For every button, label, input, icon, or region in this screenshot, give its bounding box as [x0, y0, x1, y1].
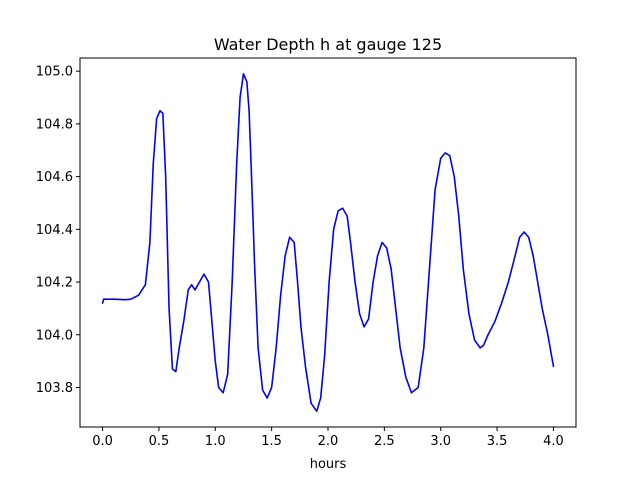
x-tick-label: 2.5 [374, 434, 395, 449]
x-tick-label: 1.5 [261, 434, 282, 449]
y-tick-label: 104.6 [36, 170, 73, 185]
x-axis-label: hours [310, 457, 347, 472]
x-tick-label: 1.0 [205, 434, 226, 449]
series-line-1 [101, 73, 555, 412]
y-tick-label: 104.8 [36, 117, 73, 132]
y-tick-label: 104.0 [36, 328, 73, 343]
y-tick-label: 104.4 [36, 223, 73, 238]
x-tick-label: 3.0 [430, 434, 451, 449]
x-tick-label: 4.0 [543, 434, 564, 449]
plot-area: 0.0 0.5 1.0 1.5 2.0 2.5 3.0 3.5 4.0 103.8 104.0 104… [36, 57, 577, 449]
y-tick-label: 105.0 [36, 65, 73, 80]
y-tick-label: 103.8 [36, 381, 73, 396]
x-tick-label: 3.5 [487, 434, 508, 449]
x-tick-label: 0.0 [92, 434, 113, 449]
chart-title: Water Depth h at gauge 125 [214, 35, 442, 54]
x-tick-label: 0.5 [149, 434, 170, 449]
y-tick-label: 104.2 [36, 276, 73, 291]
x-tick-label: 2.0 [318, 434, 339, 449]
